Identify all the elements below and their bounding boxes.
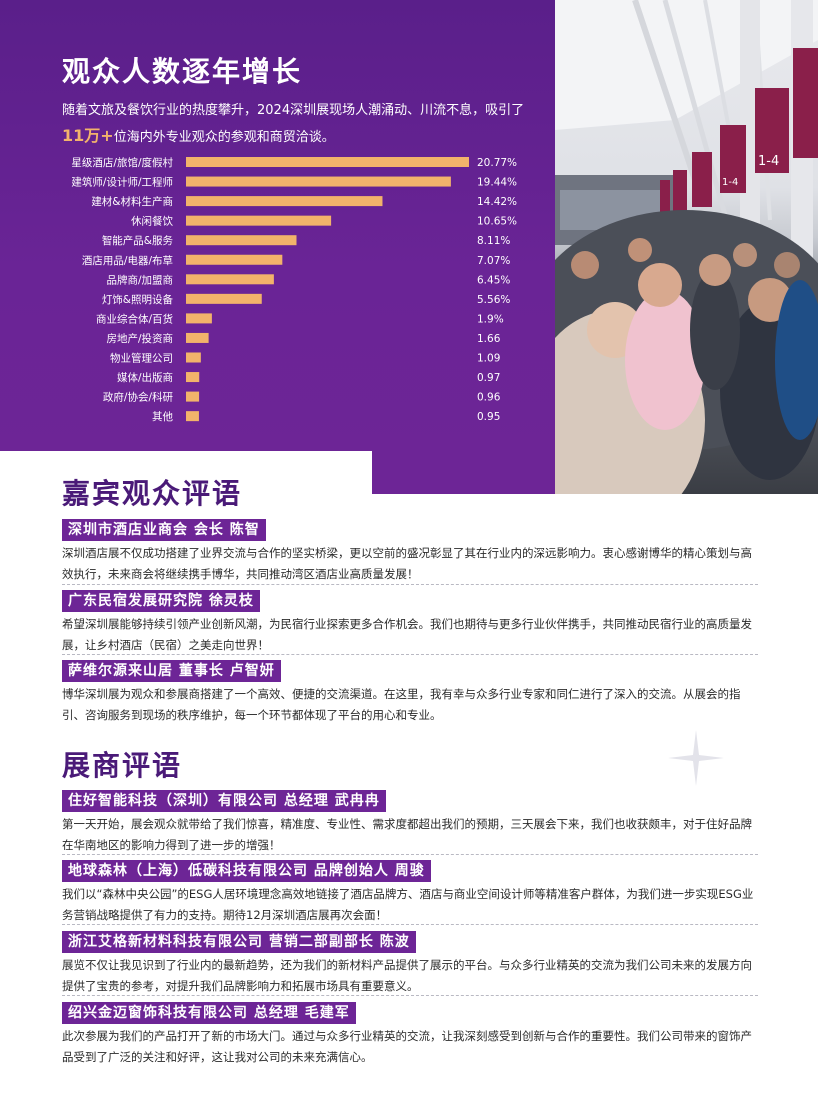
exhibitor-comment: 浙江艾格新材料科技有限公司 营销二部副部长 陈波 展览不仅让我见识到了行业内的最… xyxy=(62,931,758,997)
sparkle-icon xyxy=(668,730,724,786)
value-label: 14.42% xyxy=(477,196,517,208)
page-title: 观众人数逐年增长 xyxy=(62,55,303,88)
exhibitor-name-tag: 地球森林（上海）低碳科技有限公司 品牌创始人 周骏 xyxy=(62,860,431,882)
exhibition-hall-crowd-image: 1-4 1-4 xyxy=(555,0,818,494)
category-label: 媒体/出版商 xyxy=(117,371,173,384)
exhibitor-comment: 地球森林（上海）低碳科技有限公司 品牌创始人 周骏 我们以“森林中央公园”的ES… xyxy=(62,860,758,926)
bar xyxy=(186,313,212,324)
guest-name-tag: 广东民宿发展研究院 徐灵枝 xyxy=(62,590,260,612)
value-label: 0.97 xyxy=(477,372,500,384)
bar xyxy=(186,411,199,422)
bar xyxy=(186,332,209,343)
divider xyxy=(62,924,758,925)
exhibitor-comment: 住好智能科技（深圳）有限公司 总经理 武冉冉 第一天开始，展会观众就带给了我们惊… xyxy=(62,790,758,856)
exhibitor-comment-text: 我们以“森林中央公园”的ESG人居环境理念高效地链接了酒店品牌方、酒店与商业空间… xyxy=(62,887,754,922)
crowd-photo: 1-4 1-4 xyxy=(555,0,818,494)
bar xyxy=(186,274,274,285)
exhibitor-comment-text: 此次参展为我们的产品打开了新的市场大门。通过与众多行业精英的交流，让我深刻感受到… xyxy=(62,1029,752,1064)
audience-panel-tab xyxy=(372,451,555,494)
guest-name-tag: 深圳市酒店业商会 会长 陈智 xyxy=(62,519,266,541)
bar xyxy=(186,391,200,402)
divider xyxy=(62,654,758,655)
bar xyxy=(186,254,283,265)
category-label: 建材&材料生产商 xyxy=(91,195,173,208)
audience-bar-chart: 星级酒店/旅馆/度假村 20.77% 建筑师/设计师/工程师 19.44% 建材&材料生… xyxy=(71,156,517,423)
sign-text: 1-4 xyxy=(722,177,738,188)
sign-text: 1-4 xyxy=(758,154,779,169)
value-label: 1.09 xyxy=(477,353,500,365)
guest-comment-text: 希望深圳展能够持续引领产业创新风潮，为民宿行业探索更多合作机会。我们也期待与更多… xyxy=(62,617,752,652)
divider xyxy=(62,584,758,585)
guest-comment-text: 深圳酒店展不仅成功搭建了业界交流与合作的坚实桥梁，更以空前的盛况彰显了其在行业内… xyxy=(62,546,752,581)
intro-before: 随着文旅及餐饮行业的热度攀升，2024深圳展现场人潮涌动、川流不息，吸引了 xyxy=(62,103,525,118)
guest-comment-text: 博华深圳展为观众和参展商搭建了一个高效、便捷的交流渠道。在这里，我有幸与众多行业… xyxy=(62,687,741,722)
bar xyxy=(186,235,297,246)
exhibitors-section-title: 展商评语 xyxy=(62,749,183,782)
value-label: 5.56% xyxy=(477,294,510,306)
category-label: 星级酒店/旅馆/度假村 xyxy=(71,156,173,169)
exhibitor-name-tag: 住好智能科技（深圳）有限公司 总经理 武冉冉 xyxy=(62,790,386,812)
category-label: 酒店用品/电器/布草 xyxy=(82,254,173,267)
bar xyxy=(186,372,200,383)
exhibitor-name-tag: 绍兴金迈窗饰科技有限公司 总经理 毛建军 xyxy=(62,1002,356,1024)
value-label: 1.9% xyxy=(477,313,504,325)
category-label: 房地产/投资商 xyxy=(106,332,173,345)
value-label: 0.96 xyxy=(477,392,501,404)
guest-comment: 萨维尔源来山居 董事长 卢智妍 博华深圳展为观众和参展商搭建了一个高效、便捷的交… xyxy=(62,660,758,726)
guest-comment: 深圳市酒店业商会 会长 陈智 深圳酒店展不仅成功搭建了业界交流与合作的坚实桥梁，… xyxy=(62,519,758,585)
category-label: 建筑师/设计师/工程师 xyxy=(71,176,173,189)
intro-after: 位海内外专业观众的参观和商贸洽谈。 xyxy=(113,130,335,145)
bar xyxy=(186,293,262,304)
value-label: 19.44% xyxy=(477,177,517,189)
category-label: 智能产品&服务 xyxy=(102,234,174,247)
divider xyxy=(62,995,758,996)
category-label: 其他 xyxy=(152,410,173,423)
value-label: 7.07% xyxy=(477,255,510,267)
category-label: 商业综合体/百货 xyxy=(96,312,173,325)
value-label: 1.66 xyxy=(477,333,501,345)
guests-section-title: 嘉宾观众评语 xyxy=(62,477,243,510)
value-label: 20.77% xyxy=(477,157,517,169)
visitor-count-highlight: 11万+ xyxy=(62,126,114,145)
exhibitor-name-tag: 浙江艾格新材料科技有限公司 营销二部副部长 陈波 xyxy=(62,931,416,953)
intro-text: 随着文旅及餐饮行业的热度攀升，2024深圳展现场人潮涌动、川流不息，吸引了 11万… xyxy=(62,98,532,150)
bar xyxy=(186,157,469,167)
divider xyxy=(62,854,758,855)
exhibitor-comment-text: 展览不仅让我见识到了行业内的最新趋势，还为我们的新材料产品提供了展示的平台。与众… xyxy=(62,958,752,993)
guest-name-tag: 萨维尔源来山居 董事长 卢智妍 xyxy=(62,660,281,682)
bar xyxy=(186,176,451,187)
value-label: 0.95 xyxy=(477,411,500,423)
exhibitor-comment-text: 第一天开始，展会观众就带给了我们惊喜，精准度、专业性、需求度都超出我们的预期，三… xyxy=(62,817,752,852)
value-label: 8.11% xyxy=(477,235,510,247)
sign-icon xyxy=(793,48,818,158)
exhibitor-comment: 绍兴金迈窗饰科技有限公司 总经理 毛建军 此次参展为我们的产品打开了新的市场大门… xyxy=(62,1002,758,1068)
category-label: 物业管理公司 xyxy=(110,352,173,365)
value-label: 10.65% xyxy=(477,216,517,228)
value-label: 6.45% xyxy=(477,274,510,286)
bar xyxy=(186,196,383,207)
guest-comment: 广东民宿发展研究院 徐灵枝 希望深圳展能够持续引领产业创新风潮，为民宿行业探索更… xyxy=(62,590,758,656)
category-label: 灯饰&照明设备 xyxy=(102,293,174,306)
category-label: 政府/协会/科研 xyxy=(103,391,174,404)
bar xyxy=(186,352,201,363)
bar xyxy=(186,215,332,226)
category-label: 休闲餐饮 xyxy=(131,215,173,228)
category-label: 品牌商/加盟商 xyxy=(106,273,173,286)
